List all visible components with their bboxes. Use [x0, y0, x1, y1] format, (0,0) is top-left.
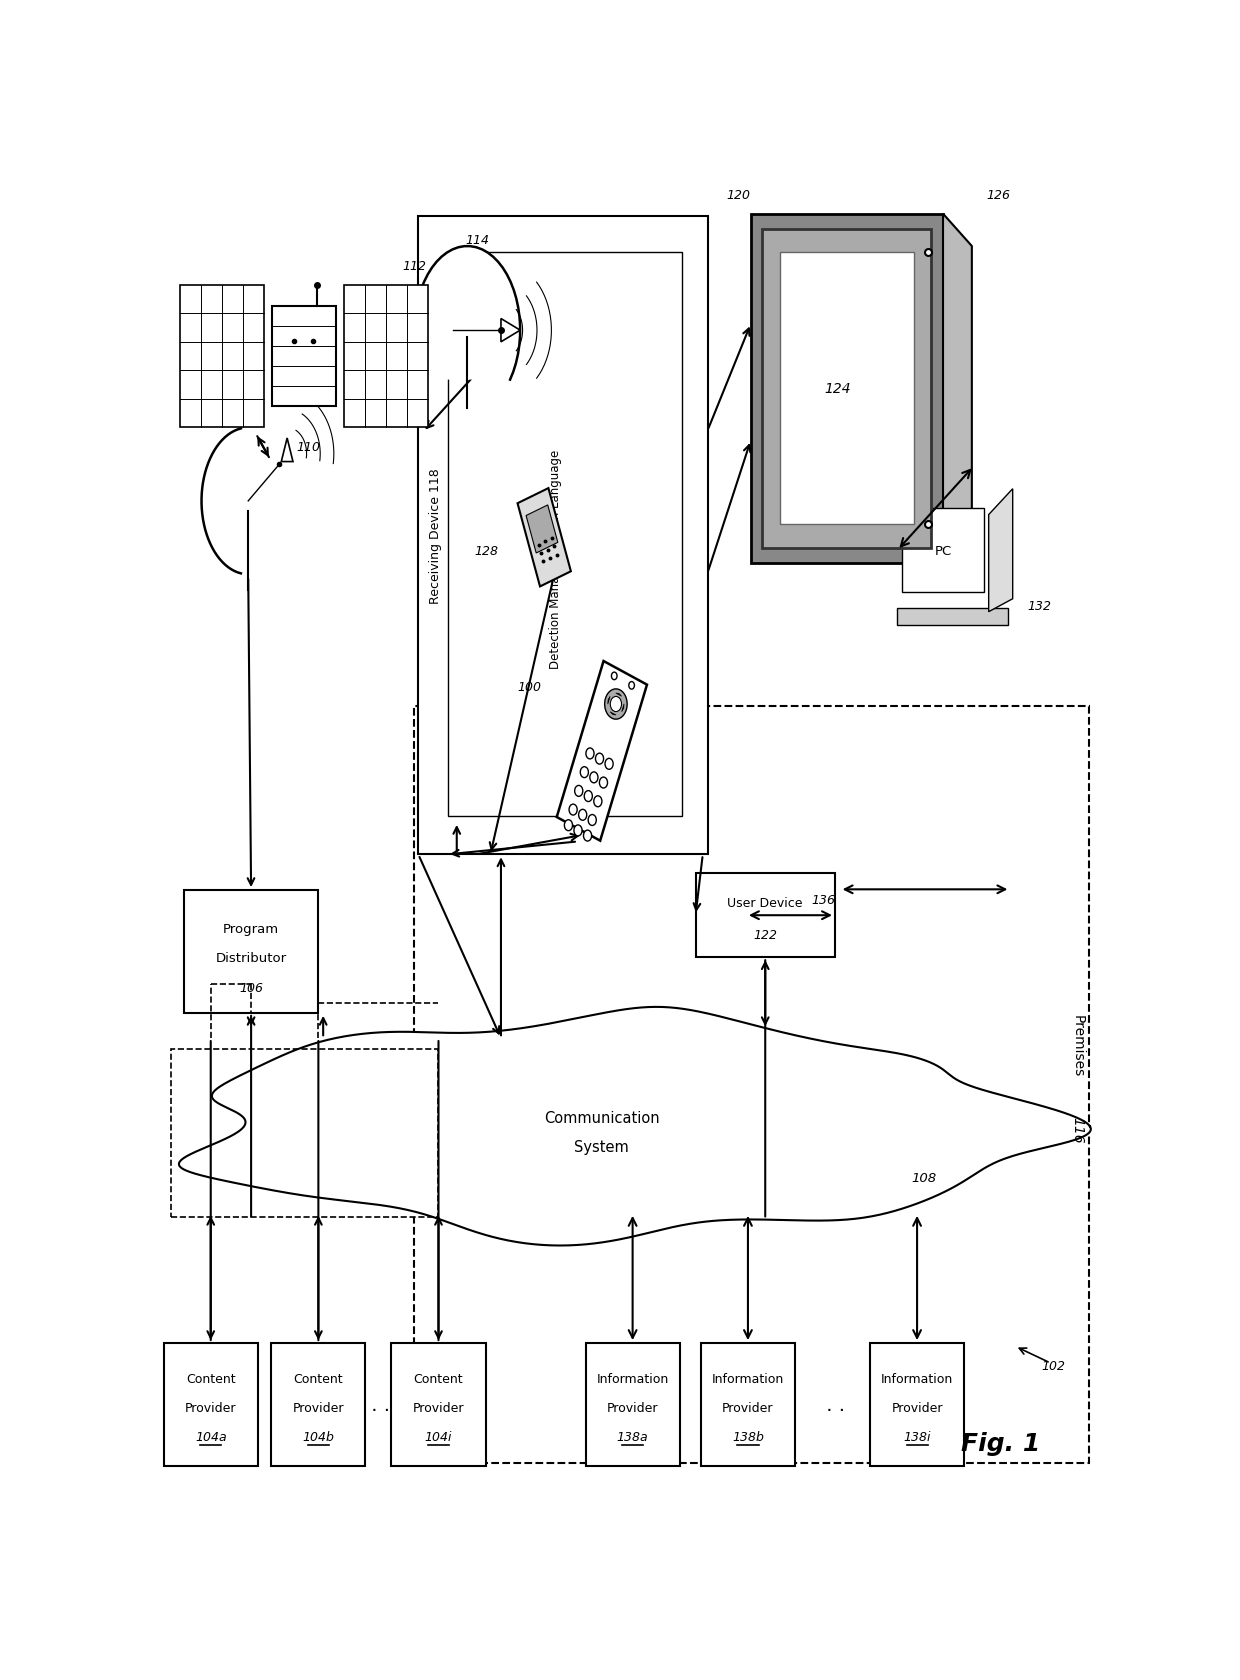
- Polygon shape: [414, 247, 520, 380]
- Text: 104a: 104a: [195, 1430, 227, 1443]
- FancyBboxPatch shape: [392, 1344, 486, 1467]
- Circle shape: [605, 759, 613, 769]
- FancyBboxPatch shape: [418, 217, 708, 855]
- Text: User Device: User Device: [728, 895, 804, 909]
- Circle shape: [587, 749, 594, 759]
- Text: 100: 100: [518, 680, 542, 694]
- Text: Provider: Provider: [293, 1401, 345, 1415]
- Polygon shape: [616, 694, 621, 697]
- Text: Premises: Premises: [1070, 1015, 1085, 1077]
- Text: Information: Information: [712, 1373, 784, 1386]
- Text: Detection Manager 101: Detection Manager 101: [549, 529, 562, 669]
- FancyBboxPatch shape: [164, 1344, 258, 1467]
- Polygon shape: [517, 489, 570, 586]
- Text: Content: Content: [186, 1373, 236, 1386]
- Circle shape: [629, 682, 635, 690]
- Text: Content: Content: [414, 1373, 464, 1386]
- FancyBboxPatch shape: [780, 254, 914, 526]
- Text: Information: Information: [880, 1373, 954, 1386]
- Text: Spoken Language: Spoken Language: [549, 450, 562, 554]
- Text: 112: 112: [403, 260, 427, 272]
- Text: Communication: Communication: [544, 1110, 660, 1126]
- Text: 136: 136: [811, 894, 835, 907]
- FancyBboxPatch shape: [180, 286, 264, 428]
- FancyBboxPatch shape: [585, 1344, 680, 1467]
- Text: Provider: Provider: [892, 1401, 942, 1415]
- Circle shape: [574, 786, 583, 796]
- Circle shape: [594, 796, 601, 808]
- Polygon shape: [621, 704, 624, 712]
- Polygon shape: [898, 608, 1008, 625]
- Circle shape: [584, 791, 593, 801]
- Text: 120: 120: [727, 188, 750, 202]
- Text: PC: PC: [935, 544, 951, 558]
- Text: 104i: 104i: [425, 1430, 453, 1443]
- FancyBboxPatch shape: [701, 1344, 795, 1467]
- FancyBboxPatch shape: [763, 230, 931, 548]
- Polygon shape: [202, 428, 241, 575]
- Text: 108: 108: [911, 1171, 936, 1184]
- Text: System: System: [574, 1139, 629, 1154]
- Text: 128: 128: [475, 544, 498, 558]
- Text: Information: Information: [596, 1373, 668, 1386]
- Text: 106: 106: [239, 981, 263, 995]
- Text: 124: 124: [825, 381, 851, 396]
- Circle shape: [579, 810, 587, 822]
- FancyBboxPatch shape: [414, 706, 1089, 1463]
- FancyBboxPatch shape: [272, 1344, 366, 1467]
- Circle shape: [574, 825, 582, 837]
- FancyBboxPatch shape: [343, 286, 428, 428]
- Circle shape: [584, 830, 591, 842]
- Text: Distributor: Distributor: [216, 953, 286, 964]
- Text: 116: 116: [1070, 1117, 1085, 1142]
- Text: 102: 102: [1042, 1359, 1065, 1373]
- Text: Program: Program: [223, 922, 279, 936]
- Text: 104b: 104b: [303, 1430, 335, 1443]
- Circle shape: [564, 820, 573, 832]
- Text: . .: . .: [820, 1394, 844, 1415]
- FancyBboxPatch shape: [273, 307, 336, 407]
- Circle shape: [588, 815, 596, 827]
- Circle shape: [605, 689, 627, 719]
- Text: Fig. 1: Fig. 1: [961, 1431, 1040, 1455]
- Circle shape: [610, 697, 621, 712]
- Text: Receiving Device 118: Receiving Device 118: [429, 469, 443, 603]
- Circle shape: [569, 805, 577, 815]
- Text: 132: 132: [1027, 600, 1052, 612]
- Polygon shape: [608, 697, 610, 704]
- Circle shape: [580, 768, 589, 778]
- Polygon shape: [526, 506, 558, 554]
- Circle shape: [590, 773, 598, 783]
- FancyBboxPatch shape: [696, 874, 835, 958]
- Polygon shape: [557, 662, 647, 842]
- Polygon shape: [501, 319, 521, 343]
- FancyBboxPatch shape: [184, 890, 319, 1013]
- Polygon shape: [281, 438, 293, 462]
- Text: 138i: 138i: [903, 1430, 931, 1443]
- Text: Provider: Provider: [606, 1401, 658, 1415]
- Polygon shape: [179, 1008, 1091, 1247]
- Polygon shape: [610, 712, 616, 716]
- Text: Provider: Provider: [722, 1401, 774, 1415]
- Text: 126: 126: [986, 188, 1011, 202]
- Text: . .: . .: [366, 1394, 391, 1415]
- FancyBboxPatch shape: [903, 509, 983, 593]
- FancyBboxPatch shape: [751, 215, 944, 564]
- Polygon shape: [942, 215, 972, 564]
- Text: 122: 122: [753, 929, 777, 941]
- FancyBboxPatch shape: [448, 254, 682, 816]
- Circle shape: [595, 754, 604, 764]
- FancyBboxPatch shape: [171, 1048, 439, 1216]
- FancyBboxPatch shape: [870, 1344, 965, 1467]
- Text: 138b: 138b: [732, 1430, 764, 1443]
- Text: Content: Content: [294, 1373, 343, 1386]
- Text: Provider: Provider: [185, 1401, 237, 1415]
- Polygon shape: [988, 489, 1013, 612]
- Circle shape: [599, 778, 608, 788]
- Text: 114: 114: [465, 234, 489, 247]
- Text: 110: 110: [296, 440, 321, 454]
- Text: 138a: 138a: [616, 1430, 649, 1443]
- Text: Provider: Provider: [413, 1401, 464, 1415]
- Circle shape: [611, 672, 618, 680]
